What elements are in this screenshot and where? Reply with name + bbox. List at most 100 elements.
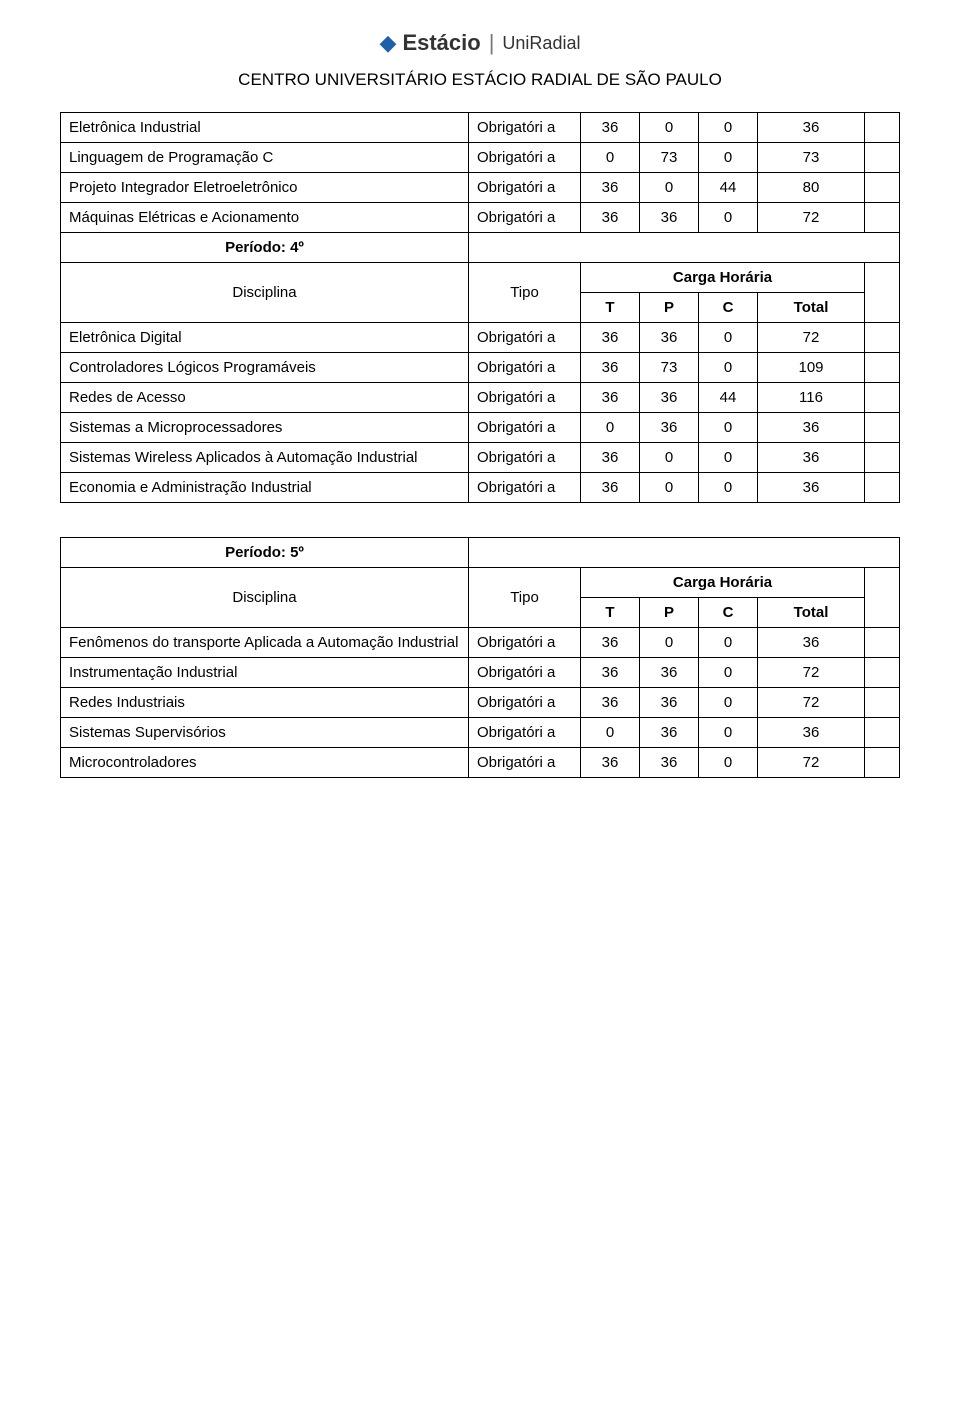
tail-cell	[865, 413, 900, 443]
tail-cell	[865, 353, 900, 383]
tipo-cell: Obrigatóri a	[469, 323, 581, 353]
tail-cell	[865, 383, 900, 413]
discipline-name: Projeto Integrador Eletroeletrônico	[61, 173, 469, 203]
t-cell: 36	[581, 353, 640, 383]
total-cell: 109	[758, 353, 865, 383]
periodo-label: Período: 4º	[61, 233, 469, 263]
tail-cell	[865, 658, 900, 688]
c-cell: 0	[699, 688, 758, 718]
total-cell: 36	[758, 443, 865, 473]
table-row: Redes Industriais Obrigatóri a 36 36 0 7…	[61, 688, 900, 718]
c-header: C	[699, 293, 758, 323]
table-row: Fenômenos do transporte Aplicada a Autom…	[61, 628, 900, 658]
tipo-cell: Obrigatóri a	[469, 443, 581, 473]
tipo-cell: Obrigatóri a	[469, 353, 581, 383]
diamond-icon: ◆	[380, 32, 397, 54]
tail-cell	[865, 203, 900, 233]
discipline-name: Controladores Lógicos Programáveis	[61, 353, 469, 383]
discipline-name: Redes Industriais	[61, 688, 469, 718]
discipline-name: Eletrônica Industrial	[61, 113, 469, 143]
total-header: Total	[758, 293, 865, 323]
total-cell: 36	[758, 113, 865, 143]
total-cell: 73	[758, 143, 865, 173]
table-row: Sistemas a Microprocessadores Obrigatóri…	[61, 413, 900, 443]
p-cell: 36	[640, 383, 699, 413]
brand-separator-icon: |	[489, 30, 495, 56]
tail-cell	[865, 443, 900, 473]
total-header: Total	[758, 598, 865, 628]
total-cell: 72	[758, 658, 865, 688]
tipo-cell: Obrigatóri a	[469, 718, 581, 748]
tipo-cell: Obrigatóri a	[469, 383, 581, 413]
p-cell: 36	[640, 718, 699, 748]
t-cell: 36	[581, 383, 640, 413]
tipo-cell: Obrigatóri a	[469, 173, 581, 203]
total-cell: 36	[758, 628, 865, 658]
tipo-cell: Obrigatóri a	[469, 203, 581, 233]
tipo-cell: Obrigatóri a	[469, 113, 581, 143]
discipline-name: Fenômenos do transporte Aplicada a Autom…	[61, 628, 469, 658]
discipline-name: Microcontroladores	[61, 748, 469, 778]
discipline-name: Linguagem de Programação C	[61, 143, 469, 173]
tipo-header: Tipo	[469, 263, 581, 323]
header-row-1: Disciplina Tipo Carga Horária	[61, 568, 900, 598]
c-cell: 0	[699, 353, 758, 383]
p-header: P	[640, 598, 699, 628]
tail-cell	[865, 173, 900, 203]
c-header: C	[699, 598, 758, 628]
c-cell: 0	[699, 413, 758, 443]
total-cell: 72	[758, 323, 865, 353]
t-cell: 0	[581, 718, 640, 748]
brand-uniradial: UniRadial	[502, 33, 580, 54]
tipo-cell: Obrigatóri a	[469, 628, 581, 658]
c-cell: 0	[699, 323, 758, 353]
tail-cell	[865, 143, 900, 173]
p-cell: 36	[640, 323, 699, 353]
table-row: Projeto Integrador Eletroeletrônico Obri…	[61, 173, 900, 203]
p-header: P	[640, 293, 699, 323]
table-row: Linguagem de Programação C Obrigatóri a …	[61, 143, 900, 173]
c-cell: 44	[699, 173, 758, 203]
tail-header	[865, 568, 900, 628]
total-cell: 36	[758, 473, 865, 503]
table-row: Máquinas Elétricas e Acionamento Obrigat…	[61, 203, 900, 233]
table-row: Sistemas Wireless Aplicados à Automação …	[61, 443, 900, 473]
t-cell: 36	[581, 443, 640, 473]
tail-cell	[865, 473, 900, 503]
p-cell: 36	[640, 413, 699, 443]
discipline-name: Redes de Acesso	[61, 383, 469, 413]
tail-cell	[865, 113, 900, 143]
total-cell: 36	[758, 413, 865, 443]
discipline-name: Sistemas Wireless Aplicados à Automação …	[61, 443, 469, 473]
table-row: Redes de Acesso Obrigatóri a 36 36 44 11…	[61, 383, 900, 413]
discipline-name: Sistemas Supervisórios	[61, 718, 469, 748]
t-cell: 36	[581, 203, 640, 233]
brand-estacio: Estácio	[402, 30, 480, 56]
discipline-name: Sistemas a Microprocessadores	[61, 413, 469, 443]
t-cell: 36	[581, 748, 640, 778]
tipo-cell: Obrigatóri a	[469, 748, 581, 778]
table-row: Economia e Administração Industrial Obri…	[61, 473, 900, 503]
total-cell: 72	[758, 203, 865, 233]
c-cell: 0	[699, 628, 758, 658]
periodo-spacer	[469, 233, 900, 263]
disciplina-header: Disciplina	[61, 263, 469, 323]
discipline-name: Eletrônica Digital	[61, 323, 469, 353]
discipline-name: Instrumentação Industrial	[61, 658, 469, 688]
p-cell: 73	[640, 353, 699, 383]
tail-cell	[865, 628, 900, 658]
carga-horaria-header: Carga Horária	[581, 263, 865, 293]
total-cell: 80	[758, 173, 865, 203]
c-cell: 0	[699, 203, 758, 233]
tipo-cell: Obrigatóri a	[469, 658, 581, 688]
p-cell: 36	[640, 748, 699, 778]
table-gap	[60, 503, 900, 537]
c-cell: 44	[699, 383, 758, 413]
logo-row: ◆ Estácio | UniRadial	[60, 30, 900, 56]
periodo-row: Período: 5º	[61, 538, 900, 568]
t-cell: 36	[581, 473, 640, 503]
t-cell: 36	[581, 658, 640, 688]
carga-horaria-header: Carga Horária	[581, 568, 865, 598]
p-cell: 0	[640, 113, 699, 143]
disciplina-header: Disciplina	[61, 568, 469, 628]
